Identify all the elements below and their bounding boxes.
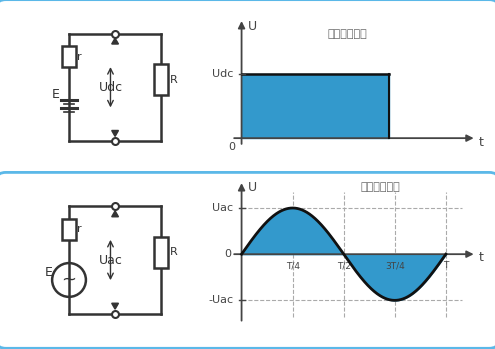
Text: T: T [443, 261, 448, 270]
Text: 交流电压波形: 交流电压波形 [360, 182, 400, 192]
Text: T/2: T/2 [337, 261, 351, 270]
Bar [154, 64, 168, 95]
Text: U: U [248, 20, 257, 33]
Text: Uac: Uac [99, 253, 122, 267]
Text: E: E [45, 266, 53, 279]
Bar [62, 218, 76, 240]
Polygon shape [112, 38, 118, 44]
Text: -Uac: -Uac [208, 295, 234, 305]
Text: E: E [51, 88, 59, 102]
Text: 0: 0 [228, 142, 235, 153]
Text: Udc: Udc [212, 69, 234, 79]
Text: t: t [479, 251, 484, 264]
Bar [62, 46, 76, 67]
Text: r: r [77, 52, 82, 61]
Text: 直流电压波形: 直流电压波形 [328, 29, 368, 39]
Text: 0: 0 [224, 249, 231, 259]
Bar [154, 237, 168, 268]
Polygon shape [112, 303, 118, 309]
Polygon shape [242, 74, 389, 138]
Polygon shape [112, 131, 118, 136]
Text: R: R [170, 75, 177, 84]
Text: r: r [77, 224, 82, 234]
Text: T/4: T/4 [286, 261, 299, 270]
Text: Udc: Udc [99, 81, 123, 94]
Polygon shape [112, 211, 118, 217]
Text: R: R [170, 247, 177, 257]
Text: t: t [479, 136, 484, 149]
Text: ~: ~ [61, 271, 77, 289]
Text: 3T/4: 3T/4 [385, 261, 404, 270]
Text: U: U [248, 181, 257, 194]
Text: Uac: Uac [212, 203, 234, 213]
